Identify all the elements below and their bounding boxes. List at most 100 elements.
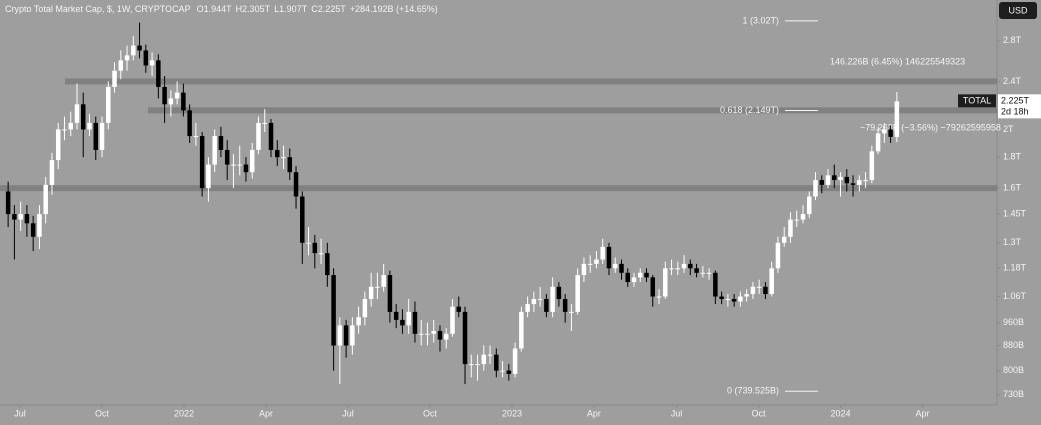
candle-body xyxy=(437,330,443,340)
candle-body xyxy=(788,219,793,237)
candle-body xyxy=(393,311,399,320)
candle-body xyxy=(212,136,217,165)
candle-body xyxy=(681,263,687,269)
y-tick-label: 1.18T xyxy=(1003,263,1027,273)
candle-body xyxy=(231,164,236,166)
candle-body xyxy=(156,60,161,87)
ohlc-key: C xyxy=(311,4,318,14)
ohlc-key: O xyxy=(197,4,204,14)
candle-body xyxy=(731,299,737,302)
candle-body xyxy=(318,253,324,255)
candle-body xyxy=(187,110,192,137)
candle-body xyxy=(882,129,887,134)
candle-body xyxy=(494,354,499,371)
candle-body xyxy=(825,175,831,185)
candle-body xyxy=(725,299,731,301)
candle-body xyxy=(813,180,818,197)
candle-body xyxy=(293,172,299,197)
candle-body xyxy=(37,214,42,237)
header: Crypto Total Market Cap, $, 1W, CRYPTOCA… xyxy=(5,4,438,14)
candle-body xyxy=(99,122,105,150)
candle-body xyxy=(763,286,768,295)
y-tick-label: 2T xyxy=(1003,124,1014,134)
y-tick-label: 800B xyxy=(1003,365,1024,375)
candle-body xyxy=(794,219,799,221)
candle-body xyxy=(49,160,55,185)
candle-body xyxy=(863,180,868,182)
candle-body xyxy=(738,296,743,302)
candle-body xyxy=(857,180,862,185)
candle-body xyxy=(174,92,180,99)
candle-body xyxy=(556,286,562,300)
levels xyxy=(0,78,997,192)
candle-body xyxy=(325,253,330,276)
candle-body xyxy=(675,268,681,270)
currency-button[interactable] xyxy=(999,2,1037,19)
ohlc-value: 1.944T xyxy=(204,4,233,14)
x-tick-label: 2024 xyxy=(831,408,851,418)
candle-body xyxy=(719,296,724,300)
candle-body xyxy=(487,354,493,356)
candle-body xyxy=(469,364,474,366)
candle-body xyxy=(356,317,361,326)
candle-body xyxy=(531,299,537,305)
y-tick-label: 1.45T xyxy=(1003,208,1027,218)
candle-body xyxy=(275,149,280,158)
x-tick-label: Jul xyxy=(342,408,354,418)
candle-body xyxy=(206,164,211,189)
series-tag: TOTAL xyxy=(963,96,991,106)
candle-body xyxy=(475,364,480,366)
candle-body xyxy=(43,184,48,215)
y-tick-label: 2.4T xyxy=(1003,76,1022,86)
currency[interactable]: USD xyxy=(1008,5,1028,15)
candle-body xyxy=(300,196,305,243)
candle-body xyxy=(800,214,806,220)
candle-body xyxy=(350,325,355,346)
candle-body xyxy=(18,214,23,220)
candle-body xyxy=(400,319,405,326)
candle-body xyxy=(644,272,649,278)
candle-body xyxy=(844,176,850,184)
candle-body xyxy=(368,286,374,300)
x-tick-label: Jul xyxy=(671,408,683,418)
candle-body xyxy=(243,164,249,173)
y-tick-label: 1.3T xyxy=(1003,237,1022,247)
x-tick-label: Apr xyxy=(259,408,273,418)
candle-body xyxy=(30,223,36,237)
candle-body xyxy=(569,311,574,313)
level-band xyxy=(148,107,997,114)
candle-body xyxy=(838,176,843,181)
y-tick-label: 880B xyxy=(1003,340,1024,350)
candle-body xyxy=(425,333,430,335)
candle-body xyxy=(362,299,368,318)
candle-body xyxy=(506,370,512,374)
level-band xyxy=(65,78,997,85)
price-box xyxy=(998,94,1041,119)
candle-body xyxy=(337,325,343,346)
candle-body xyxy=(281,157,286,159)
candle-body xyxy=(550,286,555,312)
candle-body xyxy=(131,45,136,56)
candle-body xyxy=(669,268,674,270)
ohlc-key: H xyxy=(236,4,243,14)
candle-body xyxy=(381,275,386,287)
change: +284.192B (+14.65%) xyxy=(350,4,438,14)
ohlc-key: L xyxy=(274,4,279,14)
countdown: 2d 18h xyxy=(1001,107,1029,117)
candle-body xyxy=(706,272,712,274)
candle-body xyxy=(375,286,380,288)
candle-body xyxy=(606,246,612,269)
candle-body xyxy=(700,272,706,274)
annotation: 146.226B (6.45%) 146225549323 xyxy=(830,56,965,66)
candle-body xyxy=(143,50,149,66)
candle-body xyxy=(575,275,580,312)
candle-body xyxy=(894,101,900,137)
candle-body xyxy=(619,263,624,273)
candle-body xyxy=(24,214,30,224)
candle-body xyxy=(587,263,593,265)
candle-body xyxy=(12,214,17,220)
ohlc-value: 2.225T xyxy=(318,4,347,14)
candle-body xyxy=(312,242,318,254)
